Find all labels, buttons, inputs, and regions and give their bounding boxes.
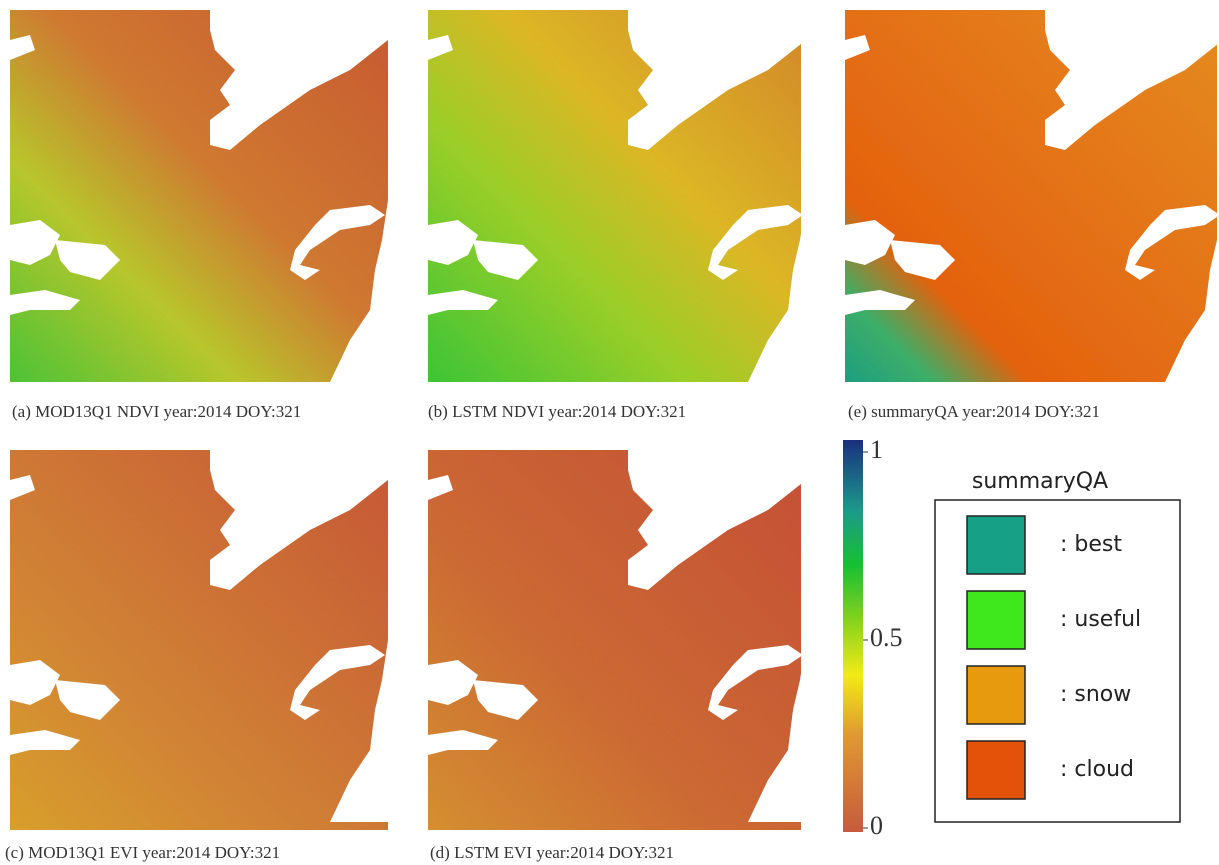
legend-swatch: [966, 590, 1026, 650]
caption: (a) MOD13Q1 NDVI year:2014 DOY:321: [12, 402, 301, 421]
caption: (e) summaryQA year:2014 DOY:321: [848, 402, 1100, 421]
colorbar-tick-label: 0: [870, 811, 883, 840]
legend-swatch: [966, 515, 1026, 575]
legend-label: : best: [1060, 532, 1122, 557]
legend-label: : useful: [1060, 607, 1141, 632]
legend-swatch: [966, 740, 1026, 800]
map-e: [845, 10, 1219, 382]
legend-box: [934, 499, 1181, 823]
legend-swatch: [966, 665, 1026, 725]
colorbar-tick-label: 1: [870, 435, 883, 464]
caption: (c) MOD13Q1 EVI year:2014 DOY:321: [5, 843, 280, 862]
caption: (b) LSTM NDVI year:2014 DOY:321: [428, 402, 686, 421]
colorbar-tick-label: 0.5: [870, 623, 903, 652]
map-d: [428, 450, 806, 830]
map-c: [10, 450, 388, 830]
caption: (d) LSTM EVI year:2014 DOY:321: [430, 843, 674, 862]
legend-label: : cloud: [1060, 757, 1134, 782]
legend-title: summaryQA: [972, 469, 1108, 494]
map-b: [428, 10, 806, 382]
colorbar: [843, 440, 863, 832]
legend-label: : snow: [1060, 682, 1131, 707]
map-a: [10, 10, 388, 382]
